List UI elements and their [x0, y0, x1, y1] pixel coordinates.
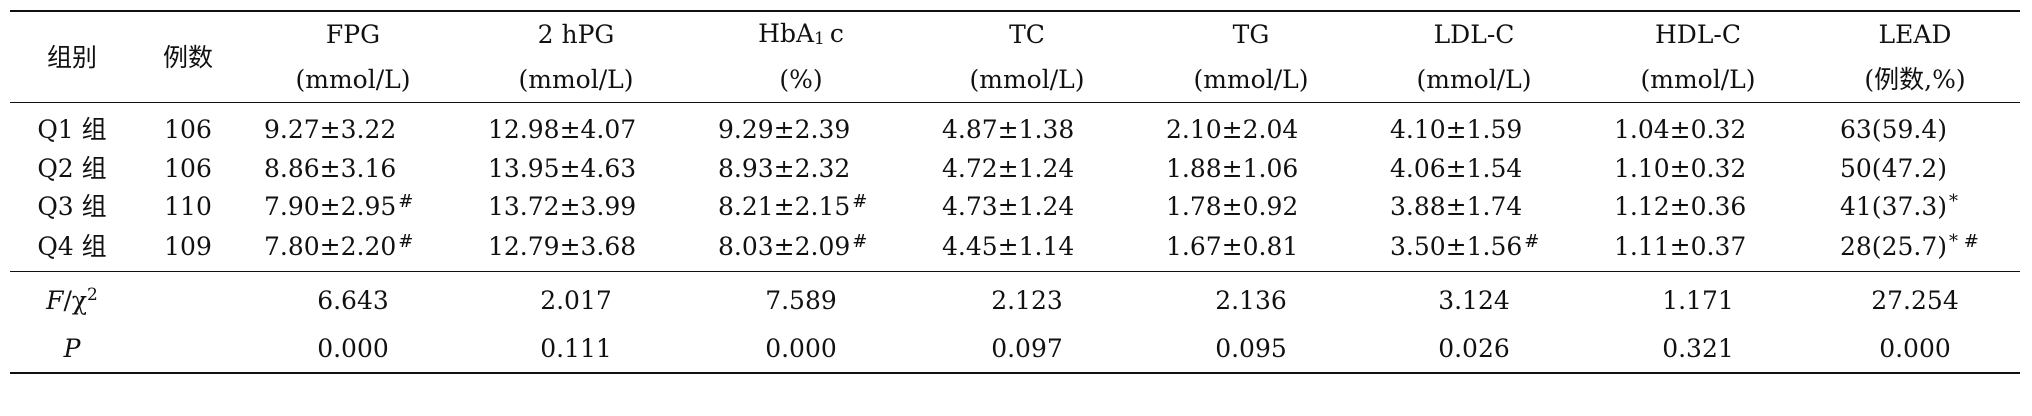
cell-ldl: 3.50±1.56 #	[1390, 231, 1540, 261]
stat-label: F/χ2	[46, 285, 98, 315]
cell-cases: 106	[164, 153, 212, 183]
cell-cases: 106	[164, 114, 212, 144]
cell-hpg: 13.95±4.63	[488, 153, 637, 183]
stats-row: P 0.000 0.111 0.000 0.097 0.095 0.026 0.321 0.00…	[10, 324, 2020, 373]
cell-tg: 1.67±0.81	[1166, 231, 1299, 261]
cell-fpg: 8.86±3.16	[264, 154, 397, 183]
cell-fpg: 7.90±2.95 #	[264, 191, 414, 221]
table-body: Q1 组 106 9.27±3.22 12.98±4.07 9.29±2.39 4.87±…	[10, 103, 2020, 272]
cell-ldl: 4.06±1.54	[1390, 154, 1523, 183]
cell-group: Q4 组	[37, 231, 107, 261]
stat-ldl: 3.124	[1438, 285, 1510, 315]
unit-fpg: (mmol/L)	[295, 64, 411, 94]
header-group: 组别	[46, 42, 97, 72]
cell-lead: 41(37.3) *	[1840, 191, 1958, 221]
cell-ldl: 4.10±1.59	[1390, 115, 1523, 144]
cell-cases: 109	[164, 231, 212, 261]
cell-cases: 110	[164, 191, 212, 221]
header-row-names: 组别 例数 FPG 2 hPG HbA1 c TC TG LDL-C HDL-C…	[10, 11, 2020, 70]
cell-lead: 50(47.2)	[1840, 154, 1947, 183]
significance-mark: #	[398, 191, 414, 212]
stats-row: F/χ2 6.643 2.017 7.589 2.123 2.136 3.124 1.171 2…	[10, 272, 2020, 325]
stat-tc: 2.123	[991, 285, 1063, 315]
table-row: Q3 组 110 7.90±2.95 # 13.72±3.99 8.21±2.15 # 4.7…	[10, 187, 2020, 225]
cell-tc: 4.87±1.38	[942, 114, 1075, 144]
significance-mark: #	[852, 231, 868, 252]
unit-lead: (例数,%)	[1864, 64, 1966, 94]
stat-hba1c: 0.000	[765, 333, 837, 363]
cell-tc: 4.73±1.24	[942, 191, 1075, 221]
cell-hba1c: 9.29±2.39	[718, 115, 851, 144]
cell-hpg: 13.72±3.99	[488, 191, 637, 221]
unit-hdl: (mmol/L)	[1640, 64, 1756, 94]
stat-hdl: 1.171	[1662, 285, 1734, 315]
header-hdl: HDL-C	[1654, 19, 1742, 49]
significance-mark: #	[1524, 231, 1540, 252]
cell-tc: 4.45±1.14	[942, 231, 1075, 261]
significance-mark: #	[398, 231, 414, 252]
stats-body: F/χ2 6.643 2.017 7.589 2.123 2.136 3.124 1.171 2…	[10, 272, 2020, 374]
significance-mark: *	[1948, 191, 1958, 212]
stat-hpg: 2.017	[540, 285, 612, 315]
stat-ldl: 0.026	[1438, 333, 1510, 363]
header-row-units: (mmol/L) (mmol/L) (%) (mmol/L) (mmol/L) …	[10, 56, 2020, 103]
stat-hdl: 0.321	[1662, 333, 1734, 363]
cell-hdl: 1.12±0.36	[1614, 191, 1747, 221]
cell-hdl: 1.11±0.37	[1614, 231, 1747, 261]
cell-hdl: 1.10±0.32	[1614, 153, 1747, 183]
stat-fpg: 6.643	[317, 285, 389, 315]
table-row: Q2 组 106 8.86±3.16 13.95±4.63 8.93±2.32 4.72±…	[10, 149, 2020, 187]
cell-tg: 2.10±2.04	[1166, 114, 1299, 144]
cell-group: Q3 组	[37, 191, 107, 221]
stat-label: P	[63, 334, 81, 363]
table-row: Q4 组 109 7.80±2.20 # 12.79±3.68 8.03±2.09 # 4.4…	[10, 225, 2020, 272]
header-tc: TC	[1009, 19, 1045, 49]
unit-tc: (mmol/L)	[969, 64, 1085, 94]
cell-group: Q1 组	[37, 114, 107, 144]
stat-lead: 0.000	[1879, 333, 1951, 363]
stat-tg: 0.095	[1215, 333, 1287, 363]
header-tg: TG	[1232, 19, 1270, 49]
header-ldl: LDL-C	[1433, 19, 1515, 49]
unit-2hpg: (mmol/L)	[518, 64, 634, 94]
cell-hba1c: 8.03±2.09 #	[718, 231, 868, 261]
header-fpg: FPG	[325, 19, 381, 49]
table-row: Q1 组 106 9.27±3.22 12.98±4.07 9.29±2.39 4.87±…	[10, 103, 2020, 150]
stat-hba1c: 7.589	[765, 285, 837, 315]
stat-fpg: 0.000	[317, 333, 389, 363]
cell-tg: 1.88±1.06	[1166, 153, 1299, 183]
cell-hba1c: 8.21±2.15 #	[718, 191, 868, 221]
header-cases: 例数	[162, 42, 213, 72]
cell-tc: 4.72±1.24	[942, 153, 1075, 183]
unit-ldl: (mmol/L)	[1416, 64, 1532, 94]
cell-ldl: 3.88±1.74	[1390, 192, 1523, 221]
cell-hpg: 12.79±3.68	[488, 231, 637, 261]
header-2hpg: 2 hPG	[537, 19, 615, 49]
header-lead: LEAD	[1878, 19, 1952, 49]
cell-hba1c: 8.93±2.32	[718, 154, 851, 183]
stat-tg: 2.136	[1215, 285, 1287, 315]
cell-lead: 63(59.4)	[1840, 115, 1947, 144]
results-table: 组别 例数 FPG 2 hPG HbA1 c TC TG LDL-C HDL-C…	[10, 10, 2020, 374]
stat-tc: 0.097	[991, 333, 1063, 363]
header-hba1c: HbA1 c	[758, 18, 844, 49]
stat-lead: 27.254	[1871, 285, 1959, 315]
cell-hdl: 1.04±0.32	[1614, 114, 1747, 144]
cell-lead: 28(25.7) * #	[1840, 231, 1979, 261]
cell-group: Q2 组	[37, 153, 107, 183]
cell-tg: 1.78±0.92	[1166, 191, 1299, 221]
cell-fpg: 9.27±3.22	[264, 115, 397, 144]
cell-hpg: 12.98±4.07	[488, 114, 637, 144]
significance-mark: #	[852, 191, 868, 212]
stat-hpg: 0.111	[540, 333, 612, 363]
unit-hba1c: (%)	[779, 64, 823, 94]
cell-fpg: 7.80±2.20 #	[264, 231, 414, 261]
unit-tg: (mmol/L)	[1193, 64, 1309, 94]
significance-mark: * #	[1948, 231, 1979, 252]
